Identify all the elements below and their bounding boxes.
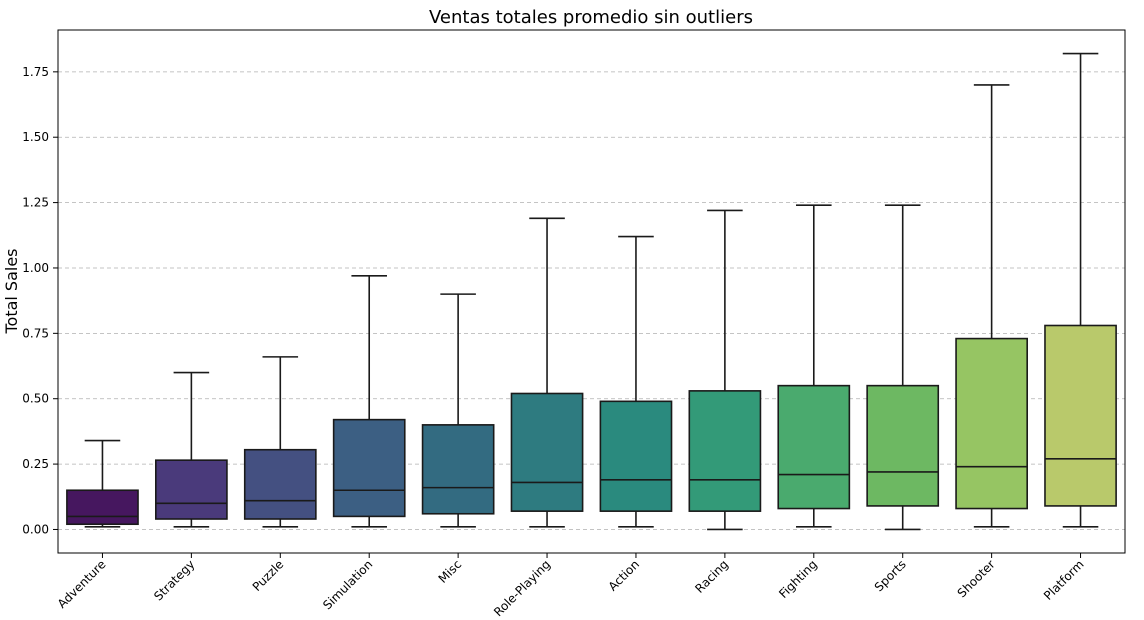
iqr-box (599, 400, 673, 512)
x-tick-label: Sports (872, 557, 909, 594)
x-tick-label: Platform (1041, 557, 1087, 603)
iqr-box (421, 424, 495, 515)
iqr-box (688, 390, 762, 512)
y-tick-label: 0.50 (22, 392, 49, 406)
y-axis-ticks: 0.00 0.25 0.50 0.75 1.00 1.25 1.50 1.75 (22, 65, 58, 536)
box-simulation (332, 275, 406, 528)
x-tick-label: Role-Playing (491, 557, 553, 619)
x-axis-ticks: Adventure Strategy Puzzle Simulation Misc Rol… (55, 553, 1087, 619)
iqr-box (1044, 324, 1117, 507)
box-strategy (155, 371, 228, 528)
box-shooter (955, 84, 1028, 528)
x-tick-label: Strategy (151, 557, 197, 603)
box-action (599, 235, 673, 528)
x-tick-label: Action (606, 557, 642, 593)
y-tick-label: 0.75 (22, 326, 49, 340)
box-racing (688, 209, 762, 531)
x-tick-label: Adventure (55, 557, 109, 611)
iqr-box (155, 459, 228, 520)
x-tick-label: Racing (692, 557, 731, 596)
box-fighting (777, 204, 851, 528)
box-platform (1044, 52, 1117, 528)
box-adventure (66, 439, 139, 528)
y-tick-label: 1.75 (22, 65, 49, 79)
box-role-playing (510, 217, 584, 528)
x-tick-label: Fighting (776, 557, 820, 601)
y-axis-label: Total Sales (2, 248, 21, 334)
iqr-box (66, 489, 139, 526)
iqr-box (955, 337, 1028, 510)
grid-lines (58, 71, 1125, 530)
iqr-box (510, 392, 584, 512)
box-puzzle (243, 356, 317, 528)
chart-title: Ventas totales promedio sin outliers (429, 7, 753, 28)
x-tick-label: Puzzle (250, 557, 287, 594)
y-tick-label: 1.50 (22, 130, 49, 144)
y-tick-label: 1.00 (22, 261, 49, 275)
iqr-box (332, 418, 406, 518)
y-tick-label: 0.25 (22, 457, 49, 471)
y-tick-label: 1.25 (22, 196, 49, 210)
plot-frame (57, 29, 1126, 554)
iqr-box (866, 384, 940, 507)
y-tick-label: 0.00 (22, 522, 49, 536)
iqr-box (777, 384, 851, 510)
iqr-box (243, 448, 317, 520)
x-tick-label: Shooter (955, 557, 998, 600)
x-tick-label: Misc (436, 557, 465, 586)
boxes (66, 52, 1117, 531)
x-tick-label: Simulation (320, 557, 375, 612)
box-misc (421, 293, 495, 528)
box-sports (866, 204, 940, 531)
